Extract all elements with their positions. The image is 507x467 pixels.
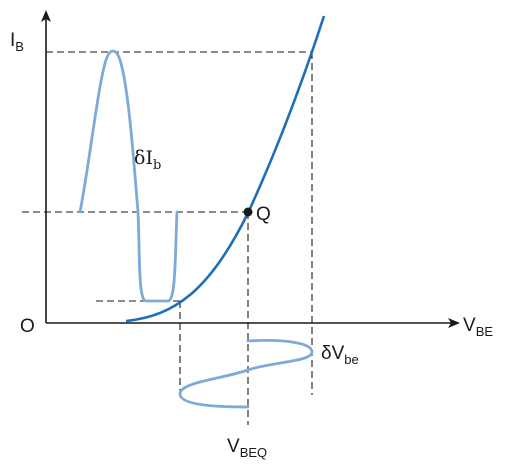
delta-vbe-label: δVbe — [321, 343, 359, 367]
q-point-marker — [243, 207, 253, 217]
q-point-label: Q — [256, 204, 271, 225]
y-axis-label: IB — [10, 30, 24, 54]
origin-label: O — [20, 316, 35, 337]
vbeq-label: VBEQ — [227, 436, 267, 460]
x-axis-label: VBE — [463, 315, 493, 339]
base-current-waveform — [78, 49, 179, 303]
delta-ib-label: δIb — [134, 147, 161, 173]
input-voltage-waveform — [178, 339, 314, 409]
